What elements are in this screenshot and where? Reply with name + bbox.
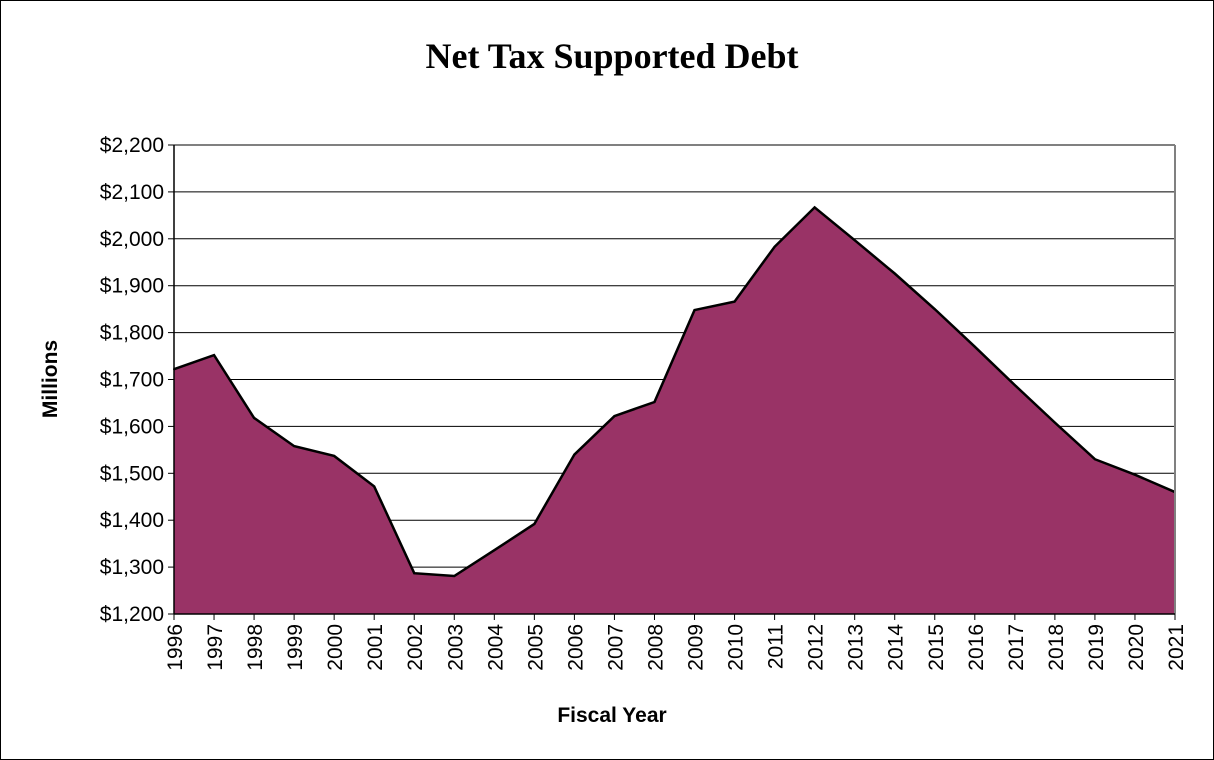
x-tick-label: 2006 bbox=[564, 624, 587, 671]
x-tick-label: 2000 bbox=[324, 624, 347, 671]
data-point bbox=[293, 445, 296, 448]
y-tick-label: $2,000 bbox=[100, 228, 164, 251]
y-tick-labels: $1,200 $1,300 $1,400 $1,500 $1,600 $1,700 $1,8… bbox=[100, 134, 164, 626]
debt-series-line bbox=[173, 205, 1176, 578]
x-tick-label: 2003 bbox=[444, 624, 467, 671]
axes bbox=[168, 144, 1176, 620]
data-point bbox=[573, 453, 576, 456]
x-tick-label: 2015 bbox=[925, 624, 948, 671]
data-point bbox=[493, 549, 496, 552]
x-tick-label: 2004 bbox=[484, 624, 507, 671]
data-point bbox=[413, 572, 416, 575]
x-tick-label: 2012 bbox=[805, 624, 828, 671]
y-tick-label: $2,200 bbox=[100, 134, 164, 157]
y-tick-label: $1,800 bbox=[100, 322, 164, 345]
data-point bbox=[333, 454, 336, 457]
data-point bbox=[1053, 421, 1056, 424]
x-tick-label: 2008 bbox=[644, 624, 667, 671]
debt-area-fill bbox=[174, 207, 1175, 614]
x-tick-label: 2001 bbox=[364, 624, 387, 671]
x-tick-label: 1998 bbox=[244, 624, 267, 671]
x-axis-title: Fiscal Year bbox=[557, 704, 666, 727]
data-point bbox=[933, 308, 936, 311]
x-tick-label: 2005 bbox=[524, 624, 547, 671]
data-point bbox=[733, 300, 736, 303]
data-point bbox=[253, 416, 256, 419]
data-point bbox=[973, 345, 976, 348]
x-tick-label: 2014 bbox=[885, 624, 908, 671]
x-tick-label: 2018 bbox=[1045, 624, 1068, 671]
data-point bbox=[653, 401, 656, 404]
y-tick-label: $1,500 bbox=[100, 462, 164, 485]
x-tick-label: 2009 bbox=[685, 624, 708, 671]
y-tick-label: $1,600 bbox=[100, 415, 164, 438]
x-tick-label: 2007 bbox=[604, 624, 627, 671]
data-point bbox=[613, 415, 616, 418]
y-tick-label: $1,200 bbox=[100, 603, 164, 626]
y-tick-label: $1,400 bbox=[100, 509, 164, 532]
y-axis-title: Millions bbox=[39, 340, 62, 418]
x-tick-label: 2011 bbox=[765, 624, 788, 669]
x-tick-label: 2013 bbox=[845, 624, 868, 671]
data-point bbox=[893, 272, 896, 275]
x-tick-label: 1997 bbox=[204, 624, 227, 671]
x-tick-label: 2019 bbox=[1085, 624, 1108, 671]
x-tick-labels: 1996 1997 1998 1999 2000 2001 2002 2003 2004 2005… bbox=[164, 624, 1188, 671]
x-tick-label: 2002 bbox=[404, 624, 427, 671]
y-tick-label: $1,700 bbox=[100, 369, 164, 392]
data-point bbox=[693, 309, 696, 312]
x-tick-label: 2021 bbox=[1165, 624, 1188, 671]
data-point bbox=[1133, 473, 1136, 476]
y-tick-label: $2,100 bbox=[100, 181, 164, 204]
data-point bbox=[853, 239, 856, 242]
x-tick-label: 2017 bbox=[1005, 624, 1028, 671]
x-tick-label: 1996 bbox=[164, 624, 187, 671]
data-point bbox=[213, 354, 216, 357]
data-point bbox=[1093, 458, 1096, 461]
y-tick-label: $1,900 bbox=[100, 275, 164, 298]
x-tick-label: 2016 bbox=[965, 624, 988, 671]
data-point bbox=[813, 206, 816, 209]
plot-area bbox=[173, 205, 1176, 614]
data-point bbox=[373, 485, 376, 488]
x-tick-label: 1999 bbox=[284, 624, 307, 671]
data-point bbox=[533, 522, 536, 525]
x-tick-label: 2020 bbox=[1125, 624, 1148, 671]
x-tick-label: 2010 bbox=[725, 624, 748, 671]
data-point bbox=[453, 575, 456, 578]
data-point bbox=[1013, 384, 1016, 387]
y-tick-label: $1,300 bbox=[100, 556, 164, 579]
chart-title: Net Tax Supported Debt bbox=[425, 36, 798, 76]
data-point bbox=[773, 245, 776, 248]
